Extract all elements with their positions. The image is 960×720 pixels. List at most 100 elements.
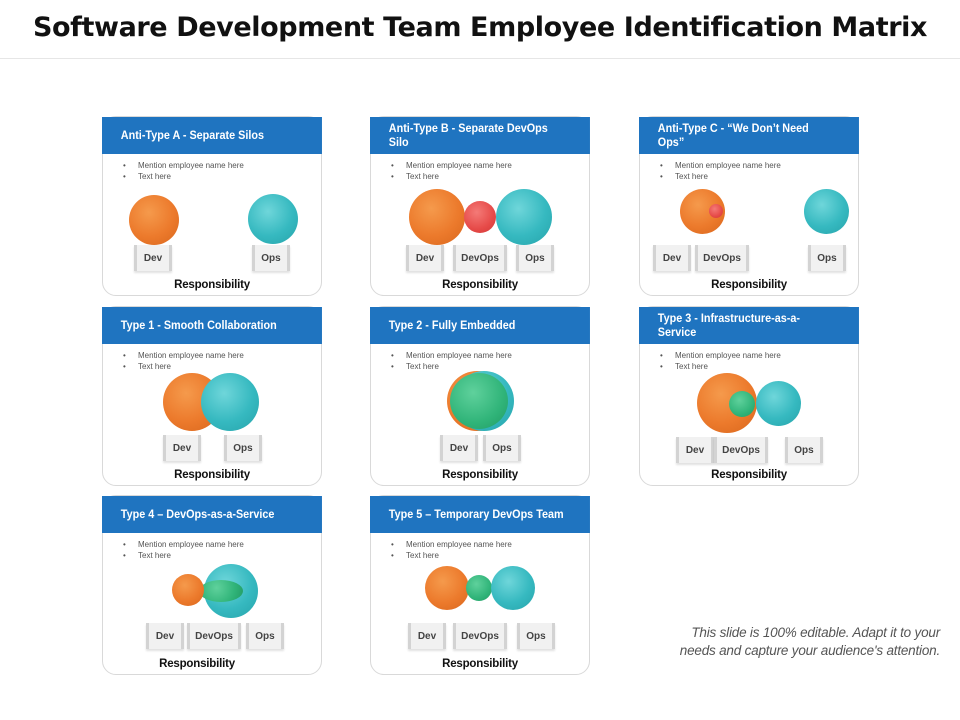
card-anti-type-c: Anti-Type C - “We Don’t Need Ops” Mentio… [639, 116, 859, 296]
ops-circle [248, 194, 298, 244]
bullet-list: Mention employee name here Text here [123, 160, 244, 182]
dev-circle [409, 189, 465, 245]
dev-tag: Dev [134, 245, 172, 271]
card-type-4: Type 4 – DevOps-as-a-Service Mention emp… [102, 495, 322, 675]
bullet-item: Mention employee name here [391, 539, 512, 550]
responsibility-label: Responsibility [442, 279, 518, 291]
card-header: Type 3 - Infrastructure-as-a- Service [639, 307, 859, 344]
responsibility-label: Responsibility [442, 658, 518, 670]
devops-circle [729, 391, 755, 417]
card-title: Type 1 - Smooth Collaboration [120, 319, 277, 332]
bullet-list: Mention employee name here Text here [391, 350, 512, 372]
bullet-item: Text here [391, 550, 512, 561]
devops-tag: DevOps [187, 623, 241, 649]
page-title: Software Development Team Employee Ident… [32, 12, 928, 43]
bullet-item: Text here [660, 171, 781, 182]
dev-tag: Dev [440, 435, 478, 461]
dev-tag: Dev [653, 245, 691, 271]
bullet-item: Text here [123, 550, 244, 561]
card-type-3: Type 3 - Infrastructure-as-a- Service Me… [639, 306, 859, 486]
ops-circle [804, 189, 849, 234]
devops-circle [450, 373, 508, 429]
bullet-item: Mention employee name here [660, 160, 781, 171]
bullet-list: Mention employee name here Text here [660, 160, 781, 182]
card-header: Type 4 – DevOps-as-a-Service [102, 496, 322, 533]
dev-tag: Dev [406, 245, 444, 271]
card-title: Anti-Type A - Separate Silos [120, 129, 264, 142]
bullet-item: Text here [391, 361, 512, 372]
card-type-5: Type 5 – Temporary DevOps Team Mention e… [370, 495, 590, 675]
title-divider [0, 58, 960, 59]
bullet-list: Mention employee name here Text here [660, 350, 781, 372]
bullet-item: Text here [391, 171, 512, 182]
ops-tag: Ops [808, 245, 846, 271]
bullet-item: Mention employee name here [660, 350, 781, 361]
ops-tag: Ops [517, 623, 555, 649]
dev-circle [129, 195, 179, 245]
dev-tag: Dev [676, 437, 714, 463]
editable-note: This slide is 100% editable. Adapt it to… [640, 624, 940, 660]
editable-note-line2: needs and capture your audience's attent… [679, 643, 940, 658]
ops-circle [756, 381, 801, 426]
card-header: Anti-Type A - Separate Silos [102, 117, 322, 154]
card-type-1: Type 1 - Smooth Collaboration Mention em… [102, 306, 322, 486]
ops-circle [491, 566, 535, 610]
card-header: Type 2 - Fully Embedded [370, 307, 590, 344]
card-title-line2: Silo [388, 136, 409, 149]
bullet-list: Mention employee name here Text here [391, 539, 512, 561]
responsibility-label: Responsibility [442, 469, 518, 481]
bullet-list: Mention employee name here Text here [391, 160, 512, 182]
card-header: Anti-Type C - “We Don’t Need Ops” [639, 117, 859, 154]
bullet-item: Text here [660, 361, 781, 372]
ops-tag: Ops [483, 435, 521, 461]
dev-circle [172, 574, 204, 606]
bullet-item: Mention employee name here [391, 160, 512, 171]
ops-tag: Ops [516, 245, 554, 271]
card-header: Type 1 - Smooth Collaboration [102, 307, 322, 344]
devops-tag: DevOps [453, 623, 507, 649]
ops-tag: Ops [224, 435, 262, 461]
card-title-line1: Anti-Type B - Separate DevOps [388, 122, 548, 135]
devops-circle [464, 201, 496, 233]
card-title: Type 5 – Temporary DevOps Team [388, 508, 564, 521]
card-anti-type-b: Anti-Type B - Separate DevOps Silo Menti… [370, 116, 590, 296]
ops-tag: Ops [785, 437, 823, 463]
devops-tag: DevOps [714, 437, 768, 463]
ops-circle [496, 189, 552, 245]
dev-tag: Dev [408, 623, 446, 649]
card-anti-type-a: Anti-Type A - Separate Silos Mention emp… [102, 116, 322, 296]
bullet-item: Mention employee name here [391, 350, 512, 361]
responsibility-label: Responsibility [174, 279, 250, 291]
dev-tag: Dev [163, 435, 201, 461]
devops-circle [199, 580, 243, 602]
card-title: Type 4 – DevOps-as-a-Service [120, 508, 275, 521]
bullet-list: Mention employee name here Text here [123, 350, 244, 372]
bullet-item: Mention employee name here [123, 539, 244, 550]
card-title-line2: Ops” [657, 136, 685, 149]
bullet-item: Text here [123, 361, 244, 372]
bullet-item: Mention employee name here [123, 160, 244, 171]
editable-note-line1: This slide is 100% editable. Adapt it to… [691, 625, 940, 640]
ops-tag: Ops [246, 623, 284, 649]
bullet-item: Text here [123, 171, 244, 182]
dev-tag: Dev [146, 623, 184, 649]
card-header: Anti-Type B - Separate DevOps Silo [370, 117, 590, 154]
card-title-line2: Service [657, 326, 697, 339]
bullet-list: Mention employee name here Text here [123, 539, 244, 561]
ops-circle [201, 373, 259, 431]
devops-tag: DevOps [695, 245, 749, 271]
devops-circle [709, 204, 723, 218]
card-title-line1: Type 3 - Infrastructure-as-a- [657, 312, 800, 325]
responsibility-label: Responsibility [711, 469, 787, 481]
card-header: Type 5 – Temporary DevOps Team [370, 496, 590, 533]
devops-circle [466, 575, 492, 601]
responsibility-label: Responsibility [711, 279, 787, 291]
card-title-line1: Anti-Type C - “We Don’t Need [657, 122, 809, 135]
ops-tag: Ops [252, 245, 290, 271]
responsibility-label: Responsibility [174, 469, 250, 481]
card-type-2: Type 2 - Fully Embedded Mention employee… [370, 306, 590, 486]
devops-tag: DevOps [453, 245, 507, 271]
dev-circle [425, 566, 469, 610]
responsibility-label: Responsibility [159, 658, 235, 670]
card-title: Type 2 - Fully Embedded [388, 319, 516, 332]
